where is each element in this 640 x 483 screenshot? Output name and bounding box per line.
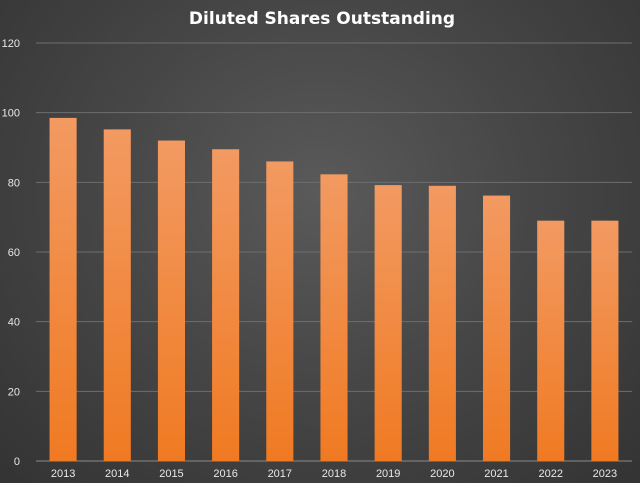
bars [49,117,619,462]
chart-title: Diluted Shares Outstanding [189,9,455,29]
bar-2018 [320,174,348,462]
x-tick-label: 2016 [213,468,237,480]
x-tick-label: 2014 [105,468,129,480]
x-tick-label: 2021 [484,468,508,480]
bar-2020 [428,185,456,462]
bar-2013 [49,117,77,462]
y-tick-label: 60 [8,247,20,259]
bar-2021 [483,195,511,461]
bar-2019 [374,185,402,461]
bar-2015 [157,140,185,462]
x-tick-label: 2013 [51,468,75,480]
y-tick-label: 0 [14,456,20,468]
x-tick-label: 2023 [593,468,617,480]
x-tick-label: 2019 [376,468,400,480]
x-tick-label: 2017 [268,468,292,480]
bar-2023 [591,220,619,461]
y-tick-label: 80 [8,177,20,189]
x-tick-label: 2015 [159,468,183,480]
y-axis-ticks: 0 20 40 60 80 100 120 [2,38,20,468]
y-tick-label: 40 [8,317,20,329]
y-tick-label: 120 [2,38,20,50]
x-tick-label: 2018 [322,468,346,480]
x-tick-label: 2020 [430,468,454,480]
bar-2014 [103,129,131,462]
bar-2022 [537,220,565,461]
x-axis-ticks: 2013 2014 2015 2016 2017 2018 2019 2020 2021 2022… [51,468,617,480]
bar-2017 [266,161,294,461]
bar-2016 [212,149,240,461]
y-tick-label: 100 [2,108,20,120]
y-tick-label: 20 [8,386,20,398]
x-tick-label: 2022 [538,468,562,480]
